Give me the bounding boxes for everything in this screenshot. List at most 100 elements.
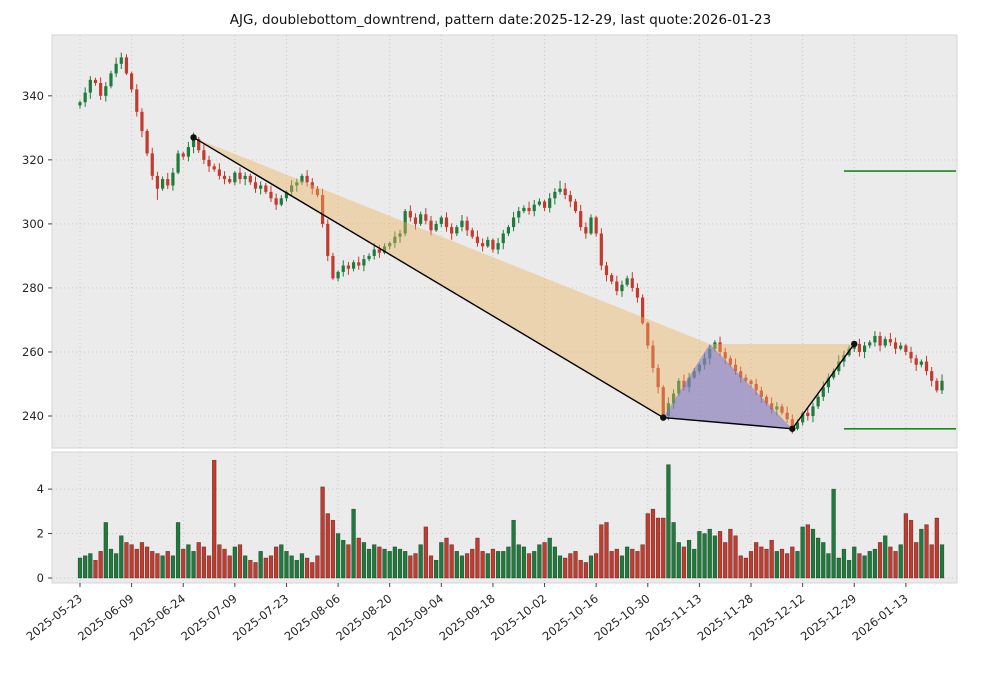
candle-body — [171, 172, 175, 186]
volume-bar — [397, 548, 403, 579]
date-tick-label: 2025-12-29 — [798, 591, 859, 643]
candle-body — [135, 89, 139, 112]
candle-body — [604, 265, 609, 276]
volume-bar — [403, 551, 408, 579]
date-tick-label: 2025-10-02 — [488, 591, 549, 643]
candle-body — [522, 207, 526, 212]
candle-body — [816, 396, 820, 407]
volume-bar — [903, 513, 909, 579]
volume-bar — [428, 555, 434, 579]
candle-body — [315, 188, 320, 196]
date-tick-label: 2025-08-20 — [333, 591, 394, 643]
price-tick-label: 340 — [22, 89, 44, 103]
candle-body — [904, 345, 908, 352]
trend-channel-polygon — [193, 137, 855, 429]
volume-bar — [583, 562, 588, 579]
candle-body — [517, 211, 521, 218]
volume-bar — [537, 544, 542, 579]
volume-bar — [826, 553, 831, 579]
candle-body — [217, 169, 221, 176]
candle-body — [434, 223, 438, 231]
volume-bar — [444, 537, 449, 579]
candle-body — [837, 361, 841, 372]
price-tick-label: 260 — [22, 345, 44, 359]
candle-body — [300, 175, 304, 183]
volume-tick-label: 2 — [37, 527, 44, 541]
volume-bar — [501, 551, 506, 579]
candle-body — [377, 249, 381, 253]
volume-bar — [263, 557, 268, 579]
volume-bar — [253, 562, 258, 579]
volume-bar — [387, 551, 392, 579]
candle-body — [924, 361, 929, 372]
candle-body — [857, 343, 862, 352]
price-tick-label: 320 — [22, 153, 44, 167]
candle-body — [610, 275, 614, 282]
candle-body — [439, 217, 443, 224]
candle-body — [228, 179, 232, 183]
volume-bar — [310, 562, 315, 579]
candle-body — [388, 243, 392, 247]
volume-bar — [774, 551, 779, 579]
volume-bar — [196, 542, 201, 579]
candle-body — [940, 380, 944, 391]
candle-body — [470, 230, 474, 237]
candle-body — [558, 188, 562, 192]
volume-bar — [640, 544, 645, 579]
candle-body — [501, 233, 505, 244]
volume-bar — [645, 513, 650, 579]
candle-body — [506, 227, 511, 234]
volume-bar — [552, 546, 558, 579]
candle-body — [821, 387, 825, 397]
candle-body — [641, 297, 645, 324]
volume-bar — [712, 535, 718, 579]
candle-body — [749, 380, 753, 384]
volume-bar — [939, 544, 945, 579]
candle-body — [883, 339, 887, 346]
volume-bar — [630, 548, 635, 579]
volume-bar — [702, 533, 707, 579]
candle-body — [625, 278, 629, 285]
volume-bar — [356, 537, 361, 579]
volume-bar — [341, 539, 346, 579]
levels-group — [843, 170, 956, 430]
candle-body — [264, 185, 268, 192]
volume-bar — [743, 557, 749, 579]
volume-bar — [733, 535, 738, 579]
grid-group — [52, 35, 957, 583]
pattern-point-dot — [190, 134, 197, 141]
volume-bar — [697, 531, 702, 579]
candle-body — [728, 358, 732, 365]
candle-body — [785, 412, 789, 420]
candle-body — [754, 383, 758, 391]
volume-bar — [413, 553, 418, 579]
volume-bar — [671, 522, 676, 579]
volume-bar — [454, 551, 459, 579]
volume-bar — [227, 555, 232, 579]
candle-body — [537, 201, 541, 205]
candle-body — [646, 323, 650, 346]
volume-bar — [511, 519, 516, 579]
date-tick-label: 2025-05-23 — [24, 591, 85, 643]
volume-bar — [573, 551, 578, 579]
candle-body — [176, 153, 180, 173]
volume-bar — [815, 537, 821, 579]
volume-bar — [934, 517, 939, 579]
volume-bar — [619, 555, 625, 579]
candle-body — [248, 175, 252, 183]
volume-bar — [604, 522, 609, 579]
candle-body — [584, 227, 588, 234]
candle-body — [382, 246, 387, 253]
volume-bar — [134, 548, 139, 579]
candle-body — [475, 236, 480, 244]
double-bottom-triangle — [663, 343, 793, 429]
candle-body — [919, 361, 923, 365]
candle-body — [160, 179, 165, 189]
candle-body — [450, 227, 454, 234]
volume-bar — [98, 551, 103, 579]
volume-bar — [366, 548, 372, 579]
candle-body — [935, 380, 939, 391]
candle-body — [295, 182, 299, 186]
candle-body — [346, 265, 351, 269]
